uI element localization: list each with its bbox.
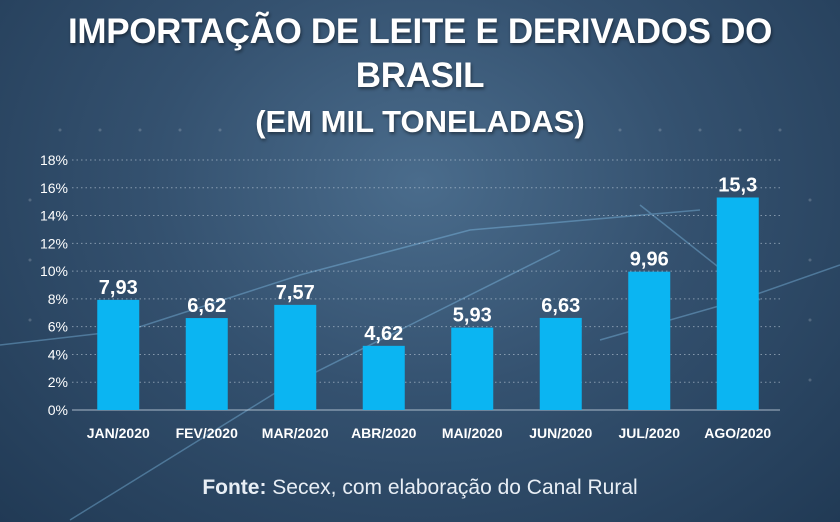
x-tick-label: MAR/2020 (262, 425, 329, 441)
data-label: 9,96 (630, 249, 669, 271)
bar (716, 197, 759, 410)
data-label: 6,63 (541, 295, 580, 317)
source-label: Fonte: (202, 476, 267, 499)
chart-title: IMPORTAÇÃO DE LEITE E DERIVADOS DO BRASI… (67, 12, 773, 95)
title-block: IMPORTAÇÃO DE LEITE E DERIVADOS DO BRASI… (0, 10, 840, 142)
x-tick-label: AGO/2020 (704, 425, 771, 441)
x-tick-label: JUL/2020 (619, 425, 681, 441)
bar (451, 327, 494, 410)
y-tick-label: 4% (48, 346, 68, 362)
bar (97, 299, 140, 410)
y-tick-label: 16% (40, 180, 68, 196)
x-tick-label: JAN/2020 (87, 425, 150, 441)
bar (539, 317, 582, 410)
bar (628, 271, 671, 410)
data-label: 7,57 (276, 282, 315, 304)
y-tick-label: 18% (40, 152, 68, 168)
y-tick-label: 8% (48, 291, 68, 307)
x-tick-label: ABR/2020 (351, 425, 417, 441)
bar (185, 318, 228, 410)
bar (362, 345, 405, 410)
y-tick-label: 6% (48, 319, 68, 335)
y-tick-label: 0% (48, 402, 68, 418)
y-tick-label: 14% (40, 208, 68, 224)
source-text: Secex, com elaboração do Canal Rural (266, 476, 638, 499)
x-tick-label: FEV/2020 (176, 425, 238, 441)
data-label: 7,93 (99, 277, 138, 299)
data-label: 6,62 (187, 295, 226, 317)
data-label: 15,3 (718, 175, 757, 197)
x-tick-label: MAI/2020 (442, 425, 503, 441)
data-label: 4,62 (364, 323, 403, 345)
data-label: 5,93 (453, 305, 492, 327)
y-tick-label: 2% (48, 374, 68, 390)
y-tick-label: 10% (40, 263, 68, 279)
chart-subtitle: (EM MIL TONELADAS) (255, 104, 585, 139)
source-note: Fonte: Secex, com elaboração do Canal Ru… (0, 476, 840, 500)
bar (274, 304, 317, 410)
y-tick-label: 12% (40, 235, 68, 251)
x-tick-label: JUN/2020 (529, 425, 592, 441)
